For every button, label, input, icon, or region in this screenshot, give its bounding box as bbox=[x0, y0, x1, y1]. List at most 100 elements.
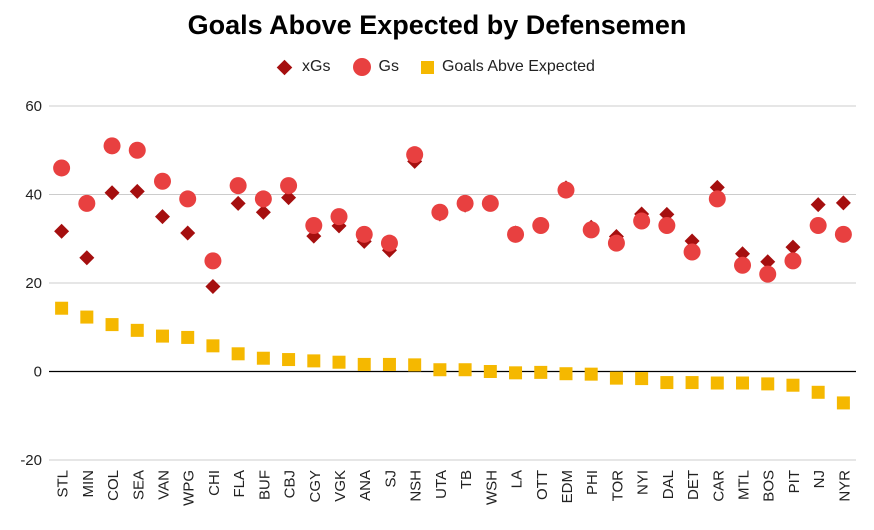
goals-above-expected-point bbox=[559, 367, 573, 381]
xgs-point bbox=[129, 183, 145, 199]
goals-above-expected-point bbox=[811, 385, 825, 399]
goals-above-expected-point bbox=[761, 377, 775, 391]
x-tick-label: MTL bbox=[736, 470, 753, 500]
goals-above-expected-point bbox=[130, 323, 144, 337]
x-tick-label: TOR bbox=[609, 470, 626, 502]
x-tick-label: MIN bbox=[80, 470, 97, 498]
xgs-point bbox=[230, 195, 246, 211]
x-tick-label: OTT bbox=[534, 470, 551, 500]
chart-title: Goals Above Expected by Defensemen bbox=[187, 10, 687, 40]
x-tick-label: SEA bbox=[130, 470, 147, 500]
gs-point bbox=[784, 252, 802, 270]
goals-above-expected-point bbox=[382, 357, 396, 371]
x-tick-label: CHI bbox=[206, 470, 223, 496]
x-tick-label: WPG bbox=[181, 470, 198, 506]
x-tick-label: NJ bbox=[811, 470, 828, 488]
x-tick-label: ANA bbox=[357, 470, 374, 501]
gs-point bbox=[633, 212, 651, 230]
goals-above-expected-point bbox=[710, 376, 724, 390]
x-tick-label: BUF bbox=[256, 470, 273, 500]
goals-above-expected-point bbox=[584, 367, 598, 381]
goals-above-expected-point bbox=[534, 365, 548, 379]
goals-above-expected-point bbox=[433, 363, 447, 377]
legend: xGs Gs Goals Abve Expected bbox=[0, 58, 874, 76]
xgs-point bbox=[104, 185, 120, 201]
x-tick-label: VAN bbox=[155, 470, 172, 500]
legend-item-gs: Gs bbox=[352, 58, 399, 76]
goals-above-expected-point bbox=[736, 376, 750, 390]
gs-point bbox=[406, 146, 424, 164]
goals-above-expected-point bbox=[635, 372, 649, 386]
goals-above-expected-point bbox=[80, 310, 94, 324]
goals-above-expected-point bbox=[458, 363, 472, 377]
gs-point bbox=[759, 265, 777, 283]
y-tick-label: -20 bbox=[20, 452, 42, 469]
x-tick-label: CBJ bbox=[282, 470, 299, 498]
x-tick-label: SJ bbox=[382, 470, 399, 488]
y-tick-label: 0 bbox=[34, 364, 42, 381]
y-tick-label: 60 bbox=[25, 98, 42, 115]
goals-above-expected-point bbox=[181, 330, 195, 344]
x-tick-label: PHI bbox=[584, 470, 601, 495]
goals-above-expected-point bbox=[332, 355, 346, 369]
goals-above-expected-point bbox=[408, 358, 422, 372]
x-tick-label: STL bbox=[55, 470, 72, 498]
goals-above-expected-point bbox=[786, 378, 800, 392]
goals-above-expected-point bbox=[483, 365, 497, 378]
xgs-point bbox=[255, 204, 271, 220]
goals-above-expected-point bbox=[105, 318, 119, 332]
gs-point bbox=[153, 172, 171, 190]
gs-point bbox=[456, 194, 474, 212]
goals-above-expected-point bbox=[256, 351, 270, 365]
gs-point bbox=[330, 208, 348, 226]
gs-point bbox=[380, 234, 398, 252]
goals-above-expected-point bbox=[307, 354, 321, 368]
xgs-point bbox=[54, 223, 70, 239]
gs-point bbox=[254, 190, 272, 208]
x-tick-label: NSH bbox=[408, 470, 425, 502]
xgs-point bbox=[205, 279, 221, 295]
x-tick-label: TB bbox=[458, 470, 475, 489]
x-tick-label: LA bbox=[509, 470, 526, 488]
goals-above-expected-point bbox=[282, 353, 296, 367]
legend-label-goals-above-expected: Goals Abve Expected bbox=[441, 58, 595, 75]
goals-above-expected-point bbox=[609, 371, 623, 385]
gs-point bbox=[683, 243, 701, 261]
gs-point bbox=[305, 216, 323, 234]
xgs-point bbox=[281, 190, 297, 206]
goals-above-expected-point bbox=[206, 339, 220, 353]
x-tick-label: CGY bbox=[307, 470, 324, 503]
gs-point bbox=[708, 190, 726, 208]
goals-above-expected-point bbox=[357, 357, 371, 371]
gs-point bbox=[481, 194, 499, 212]
legend-item-xgs: xGs bbox=[276, 58, 331, 76]
legend-circle-marker bbox=[352, 58, 371, 76]
goals-above-expected-point bbox=[660, 376, 674, 390]
x-tick-label: NYI bbox=[635, 470, 652, 495]
x-tick-label: COL bbox=[105, 470, 122, 501]
gs-point bbox=[532, 216, 550, 234]
xgs-point bbox=[735, 246, 751, 262]
goals-above-expected-point bbox=[509, 366, 523, 380]
legend-square-marker bbox=[420, 60, 434, 74]
xgs-point bbox=[760, 254, 776, 270]
gs-point bbox=[809, 216, 827, 234]
x-tick-label: CAR bbox=[710, 470, 727, 502]
goals-above-expected-point bbox=[55, 301, 69, 315]
gs-point bbox=[78, 194, 96, 212]
xgs-point bbox=[154, 209, 170, 225]
goals-above-expected-point bbox=[836, 396, 850, 410]
legend-label-gs: Gs bbox=[378, 58, 399, 75]
gs-point bbox=[103, 137, 121, 155]
x-tick-label: VGK bbox=[332, 470, 349, 502]
y-tick-label: 20 bbox=[25, 275, 42, 292]
x-tick-label: DET bbox=[685, 470, 702, 500]
x-tick-label: BOS bbox=[761, 470, 778, 502]
gs-point bbox=[507, 225, 525, 243]
x-tick-label: NYR bbox=[836, 470, 853, 502]
x-tick-label: UTA bbox=[433, 470, 450, 499]
xgs-point bbox=[709, 179, 725, 195]
gs-point bbox=[179, 190, 197, 208]
